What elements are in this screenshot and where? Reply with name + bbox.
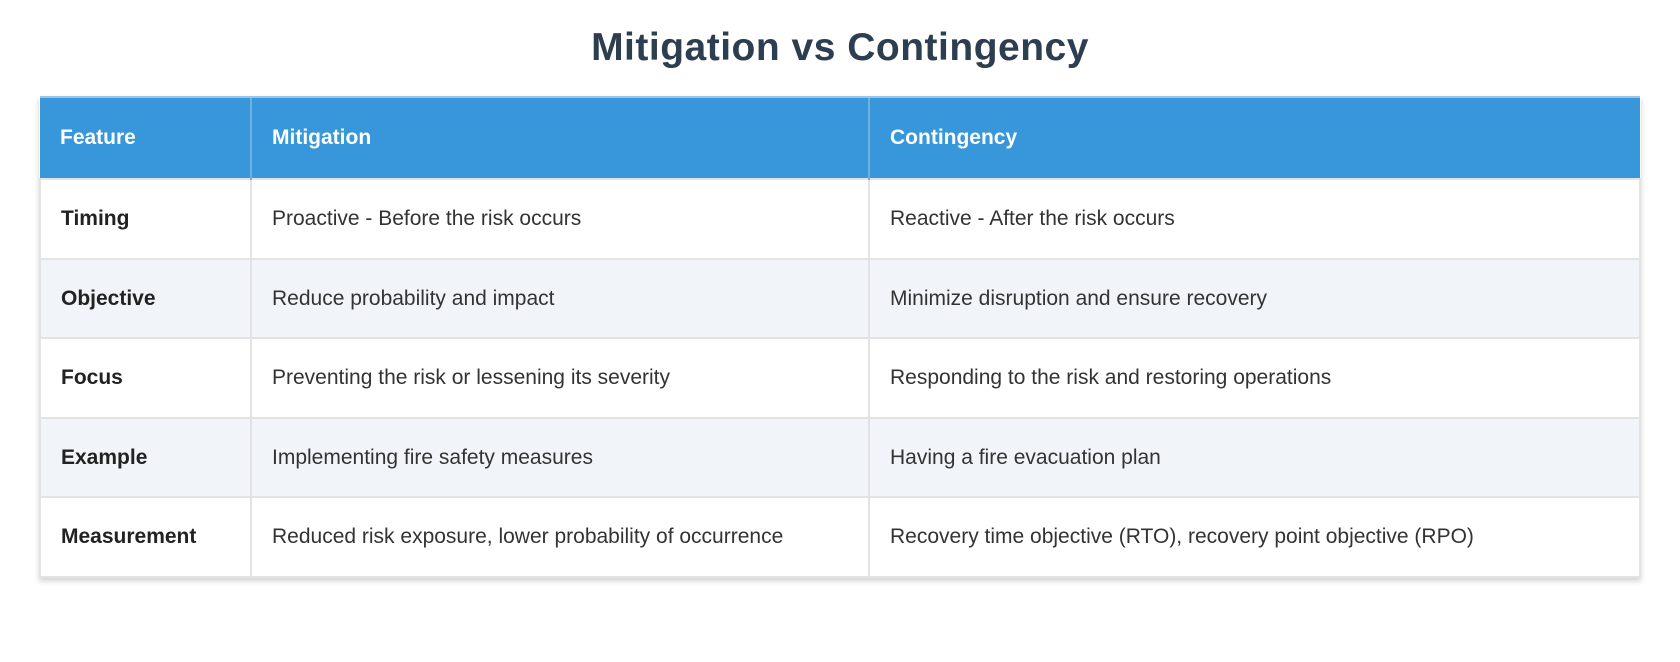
contingency-cell: Minimize disruption and ensure recovery [868,257,1641,339]
mitigation-value: Proactive - Before the risk occurs [272,207,582,230]
table-row: Example Implementing fire safety measures… [39,416,1641,498]
contingency-value: Responding to the risk and restoring ope… [890,366,1332,389]
contingency-cell: Recovery time objective (RTO), recovery … [868,496,1641,578]
contingency-value: Having a fire evacuation plan [890,445,1161,469]
page-title: Mitigation vs Contingency [591,26,1089,69]
mitigation-value: Preventing the risk or lessening its sev… [272,366,671,389]
feature-value: Example [61,445,148,469]
contingency-cell: Reactive - After the risk occurs [868,178,1641,260]
feature-value: Focus [61,366,123,389]
contingency-cell: Having a fire evacuation plan [868,416,1641,498]
feature-value: Objective [61,286,156,310]
table-header-row: Feature Mitigation Contingency [40,96,1640,179]
mitigation-value: Reduced risk exposure, lower probability… [272,525,784,548]
mitigation-cell: Reduced risk exposure, lower probability… [250,496,870,578]
mitigation-value: Reduce probability and impact [272,286,555,310]
contingency-value: Recovery time objective (RTO), recovery … [890,525,1474,548]
table-row: Timing Proactive - Before the risk occurs… [39,178,1641,260]
table-body: Timing Proactive - Before the risk occurs… [39,178,1641,578]
feature-value: Timing [61,207,130,230]
mitigation-cell: Implementing fire safety measures [250,416,870,498]
column-header-feature: Feature [40,96,251,179]
comparison-table: Feature Mitigation Contingency Timing Pro… [39,96,1641,578]
mitigation-cell: Reduce probability and impact [250,257,870,339]
mitigation-value: Implementing fire safety measures [272,445,593,469]
contingency-cell: Responding to the risk and restoring ope… [868,337,1641,419]
contingency-value: Reactive - After the risk occurs [890,207,1175,230]
feature-cell: Example [39,416,252,498]
feature-cell: Timing [39,178,252,260]
feature-cell: Focus [39,337,252,419]
table-row: Objective Reduce probability and impact Mi… [39,257,1641,339]
contingency-value: Minimize disruption and ensure recovery [890,286,1268,310]
table-row: Measurement Reduced risk exposure, lower … [39,496,1641,578]
table-row: Focus Preventing the risk or lessening it… [39,337,1641,419]
feature-cell: Objective [39,257,252,339]
feature-cell: Measurement [39,496,252,578]
mitigation-cell: Preventing the risk or lessening its sev… [250,337,870,419]
column-header-contingency: Contingency [868,96,1640,179]
column-header-mitigation: Mitigation [250,96,869,179]
feature-value: Measurement [61,525,197,548]
mitigation-cell: Proactive - Before the risk occurs [250,178,870,260]
